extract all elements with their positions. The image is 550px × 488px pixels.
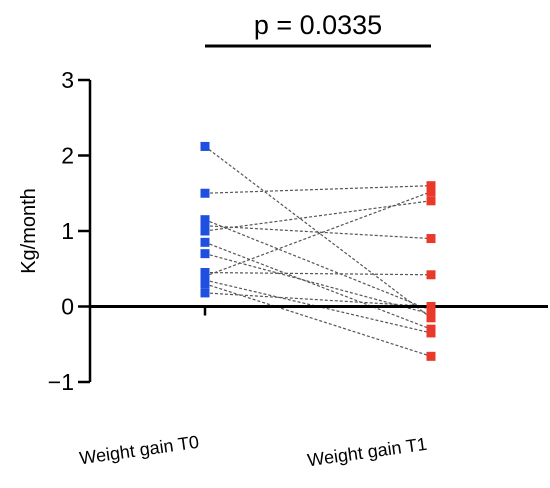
point-t0 [200,215,210,225]
category-labels: Weight gain T0 Weight gain T1 [78,432,428,471]
point-t0 [200,226,210,236]
point-t1 [426,234,436,244]
category-label: Weight gain T0 [78,432,200,469]
pair-line [204,185,432,194]
pair-line [204,225,432,240]
pair-line [204,292,432,308]
category-label: Weight gain T1 [306,434,428,471]
y-tick-label: 0 [61,294,74,320]
point-t1 [426,309,436,319]
point-t1 [426,181,436,191]
point-t0 [200,249,210,259]
point-t0 [200,221,210,231]
y-tick-label: 1 [61,218,74,244]
point-t1 [426,270,436,280]
p-value-label: p = 0.0335 [254,10,382,40]
point-t0 [200,237,210,247]
point-t1 [426,302,436,311]
pair-line [204,191,432,277]
point-t1 [426,351,436,361]
point-t0 [200,188,210,198]
y-tick-label: −1 [48,369,74,395]
axes [88,80,548,382]
point-t0 [200,288,210,298]
pair-line [204,241,432,330]
data-points [200,141,436,361]
y-ticks: −1 0 1 2 3 [48,67,433,395]
pair-line [204,253,432,315]
point-t0 [200,279,210,289]
point-t1 [426,196,436,206]
pair-line [204,283,432,357]
pair-line [204,271,432,276]
point-t0 [200,141,210,151]
y-axis-label: Kg/month [18,188,40,274]
pair-lines [204,145,432,357]
significance-annotation: p = 0.0335 [205,10,431,48]
pair-line [204,200,432,232]
y-tick-label: 2 [61,143,74,169]
pair-line [204,219,432,311]
point-t1 [426,328,436,338]
pair-line [204,145,432,319]
y-tick-label: 3 [61,67,74,93]
point-t1 [426,187,436,197]
